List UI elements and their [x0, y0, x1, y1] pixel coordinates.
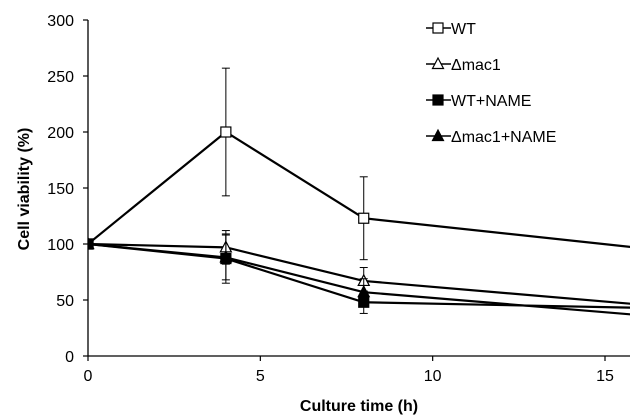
y-axis-title: Cell viability (%): [16, 128, 33, 251]
legend-label: WT+NAME: [451, 93, 531, 110]
series-line: [88, 242, 630, 316]
legend-marker: [432, 22, 444, 34]
legend-marker: [431, 56, 445, 70]
legend-item--mac1: Δmac1: [426, 56, 501, 74]
series--mac1-name: [88, 234, 630, 316]
legend-label: Δmac1+NAME: [451, 129, 556, 146]
y-tick-label: 300: [47, 13, 74, 30]
data-point: [358, 212, 370, 224]
data-point: [219, 250, 233, 263]
x-tick-label: 15: [596, 368, 614, 385]
y-tick-label: 250: [47, 69, 74, 86]
y-tick-label: 150: [47, 181, 74, 198]
data-point: [88, 236, 95, 250]
data-point: [220, 126, 232, 138]
legend-label: Δmac1: [451, 57, 501, 74]
x-tick-label: 5: [256, 368, 265, 385]
y-tick-label: 200: [47, 125, 74, 142]
legend-marker: [431, 128, 445, 142]
y-tick-label: 100: [47, 237, 74, 254]
x-tick-label: 10: [424, 368, 442, 385]
legend-item-wt-name: WT+NAME: [426, 93, 531, 110]
y-tick-label: 50: [56, 293, 74, 310]
legend-marker: [432, 94, 444, 106]
series-line: [88, 130, 630, 249]
legend-label: WT: [451, 21, 476, 38]
series--mac1: [88, 230, 630, 305]
legend-item--mac1-name: Δmac1+NAME: [426, 128, 556, 146]
legend-item-wt: WT: [426, 21, 476, 38]
axes: 0 50 100 150 200 250 300 0 5 10 15: [47, 13, 630, 385]
plot-area: [88, 67, 630, 316]
legend: WT Δmac1 WT+NAME Δmac1+NAME: [426, 21, 556, 146]
y-tick-label: 0: [65, 349, 74, 366]
series-line: [88, 242, 630, 305]
x-tick-label: 0: [84, 368, 93, 385]
x-axis-title: Culture time (h): [300, 398, 418, 415]
data-point: [357, 284, 371, 298]
